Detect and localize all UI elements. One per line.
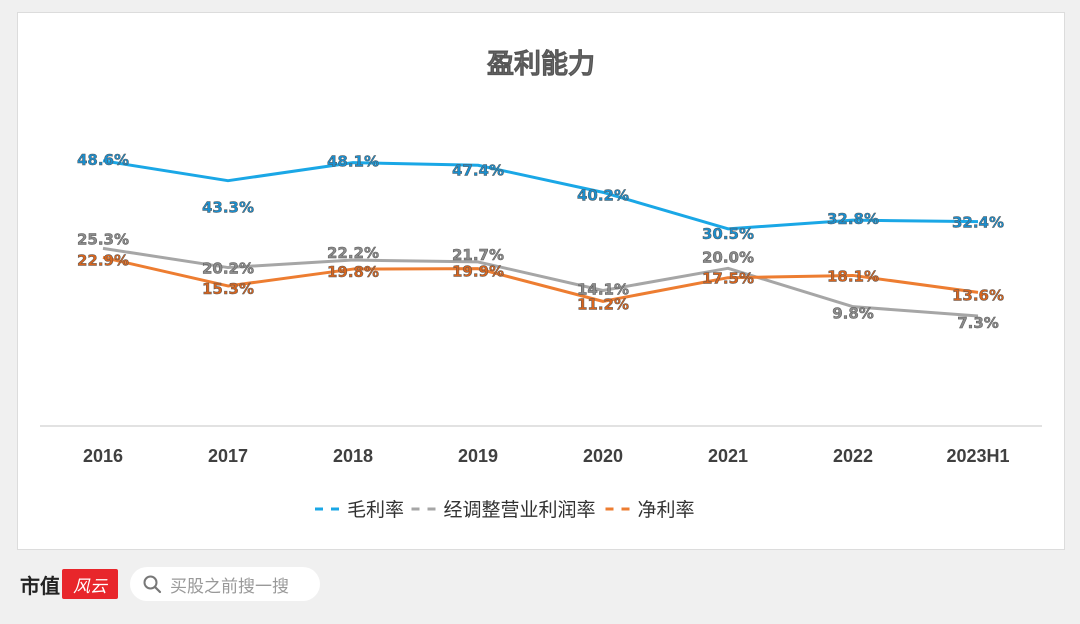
data-label: 22.2%: [327, 244, 379, 262]
search-box[interactable]: 买股之前搜一搜: [130, 567, 320, 601]
data-label: 9.8%: [832, 305, 874, 323]
data-label: 19.8%: [327, 263, 379, 281]
data-label: 14.1%: [577, 280, 629, 298]
x-tick-label: 2022: [833, 446, 873, 466]
data-label: 22.9%: [77, 251, 129, 269]
data-label: 21.7%: [452, 246, 504, 264]
data-label: 40.2%: [577, 186, 629, 204]
data-label: 17.5%: [702, 270, 754, 288]
data-label: 48.6%: [77, 151, 129, 169]
x-tick-label: 2019: [458, 446, 498, 466]
data-label: 32.8%: [827, 210, 879, 228]
legend-label: 经调整营业利润率: [444, 499, 596, 521]
series-line-1: [102, 246, 979, 318]
data-label: 19.9%: [452, 263, 504, 281]
search-icon: [143, 575, 162, 594]
chart-card: 盈利能力 2016 2017 2018 2019 2020 2021 2022 2023H1 …: [17, 12, 1065, 550]
x-tick-label: 2018: [333, 446, 373, 466]
x-tick-label: 2016: [83, 446, 123, 466]
data-label: 15.3%: [202, 280, 254, 298]
data-label: 13.6%: [952, 286, 1004, 304]
data-label: 20.0%: [702, 248, 754, 266]
data-label: 32.4%: [952, 214, 1004, 232]
legend-label: 净利率: [638, 499, 695, 521]
data-label: 7.3%: [957, 314, 999, 332]
legend-label: 毛利率: [347, 499, 404, 521]
legend-item-0[interactable]: 毛利率: [315, 499, 404, 521]
data-label: 18.1%: [827, 267, 879, 285]
series-line-0: [102, 159, 979, 231]
legend-item-2[interactable]: 净利率: [605, 499, 695, 521]
data-label: 20.2%: [202, 260, 254, 278]
data-label: 11.2%: [577, 295, 629, 313]
brand-logo-mark: 风云: [62, 569, 118, 599]
x-tick-label: 2021: [708, 446, 748, 466]
data-label: 48.1%: [327, 153, 379, 171]
legend-item-1[interactable]: 经调整营业利润率: [411, 499, 596, 521]
chart-title: 盈利能力: [487, 48, 595, 80]
data-label: 43.3%: [202, 199, 254, 217]
data-label: 30.5%: [702, 225, 754, 243]
x-tick-label: 2023H1: [946, 446, 1009, 466]
x-tick-label: 2020: [583, 446, 623, 466]
footer-bar: 市值 风云 买股之前搜一搜: [20, 566, 320, 602]
data-label: 25.3%: [77, 230, 129, 248]
search-placeholder: 买股之前搜一搜: [170, 576, 289, 597]
data-label: 47.4%: [452, 161, 504, 179]
series-line-2: [102, 255, 979, 303]
brand-logo-text: 市值: [20, 573, 60, 598]
profitability-line-chart: 盈利能力 2016 2017 2018 2019 2020 2021 2022 2023H1 …: [40, 48, 1042, 521]
x-tick-label: 2017: [208, 446, 248, 466]
